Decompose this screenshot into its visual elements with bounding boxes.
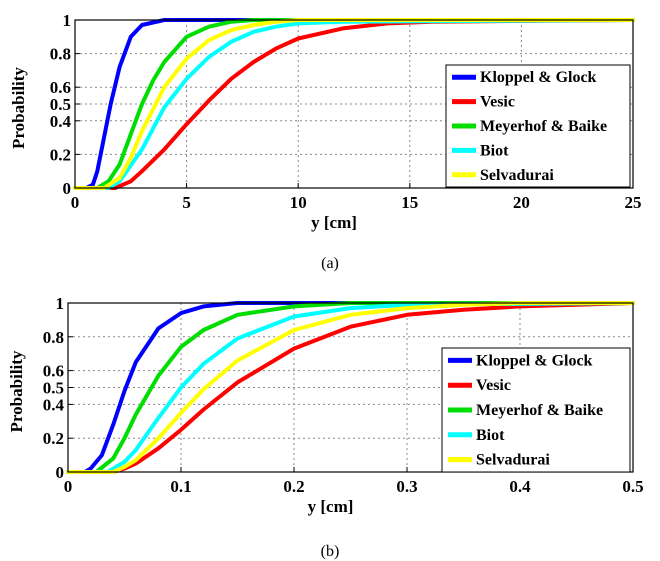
series-line-meyerhof-baike bbox=[66, 301, 635, 474]
y-tick-label: 0.2 bbox=[50, 145, 71, 164]
x-tick-label: 25 bbox=[625, 193, 642, 212]
legend-label: Kloppel & Glock bbox=[476, 352, 593, 369]
x-tick-label: 15 bbox=[401, 193, 418, 212]
x-tick-label: 0.3 bbox=[396, 477, 417, 496]
legend-label: Biot bbox=[476, 427, 505, 444]
legend: Kloppel & Glock Vesic Meyerhof & Baike Biot… bbox=[445, 64, 631, 188]
y-tick-label: 0.6 bbox=[43, 362, 64, 381]
x-tick-label: 0 bbox=[71, 193, 80, 212]
x-tick-label: 20 bbox=[513, 193, 530, 212]
figure-caption: (a) bbox=[321, 255, 339, 272]
x-tick-label: 10 bbox=[290, 193, 307, 212]
y-tick-label: 0.5 bbox=[50, 95, 71, 114]
x-tick-label: 0.2 bbox=[283, 477, 304, 496]
y-tick-label: 0.2 bbox=[43, 429, 64, 448]
legend-label: Selvadurai bbox=[480, 167, 554, 184]
x-tick-label: 0 bbox=[64, 477, 73, 496]
y-tick-label: 0.8 bbox=[43, 328, 64, 347]
chart-b: 0 0.1 0.2 0.3 0.4 0.500.20.40.50.60.81y [cm]P… bbox=[7, 294, 644, 560]
legend-label: Meyerhof & Baike bbox=[480, 118, 607, 135]
y-tick-label: 0 bbox=[63, 179, 72, 198]
x-tick-label: 0.1 bbox=[170, 477, 191, 496]
y-axis-label: Probability bbox=[9, 67, 28, 149]
legend-label: Kloppel & Glock bbox=[480, 69, 597, 86]
y-tick-label: 0.8 bbox=[50, 45, 71, 64]
series-line-meyerhof-baike bbox=[73, 18, 635, 190]
y-tick-label: 1 bbox=[56, 294, 65, 313]
y-tick-label: 0 bbox=[56, 463, 65, 482]
x-tick-label: 5 bbox=[182, 193, 191, 212]
legend-box bbox=[445, 64, 631, 188]
legend-label: Vesic bbox=[476, 377, 511, 394]
series-line-selvadurai bbox=[66, 301, 635, 474]
figure-caption: (b) bbox=[321, 543, 340, 560]
y-axis-label: Probability bbox=[7, 350, 26, 432]
x-tick-label: 0.5 bbox=[622, 477, 643, 496]
series-line-biot bbox=[73, 18, 635, 190]
y-tick-label: 1 bbox=[63, 11, 72, 30]
x-axis-label: y [cm] bbox=[311, 213, 357, 232]
legend: Kloppel & Glock Vesic Meyerhof & Baike Biot… bbox=[441, 347, 631, 473]
x-tick-label: 0.4 bbox=[509, 477, 531, 496]
legend-label: Biot bbox=[480, 142, 509, 159]
legend-label: Selvadurai bbox=[476, 452, 550, 469]
legend-label: Vesic bbox=[480, 94, 515, 111]
series-line-vesic bbox=[73, 18, 635, 190]
y-tick-label: 0.4 bbox=[43, 395, 65, 414]
series-line-selvadurai bbox=[73, 18, 635, 190]
series-line-kloppel-glock bbox=[66, 301, 635, 474]
chart-a: 0 5 10 15 20 25 0 0.2 0.40.50.6 0.8 1 y [cm] Probabi… bbox=[9, 11, 642, 272]
y-tick-label: 0.5 bbox=[43, 379, 64, 398]
legend-box bbox=[441, 347, 631, 473]
y-tick-label: 0.6 bbox=[50, 78, 71, 97]
y-tick-label: 0.4 bbox=[50, 112, 72, 131]
series-line-biot bbox=[66, 301, 635, 474]
legend-label: Meyerhof & Baike bbox=[476, 402, 603, 419]
x-axis-label: y [cm] bbox=[308, 497, 354, 516]
